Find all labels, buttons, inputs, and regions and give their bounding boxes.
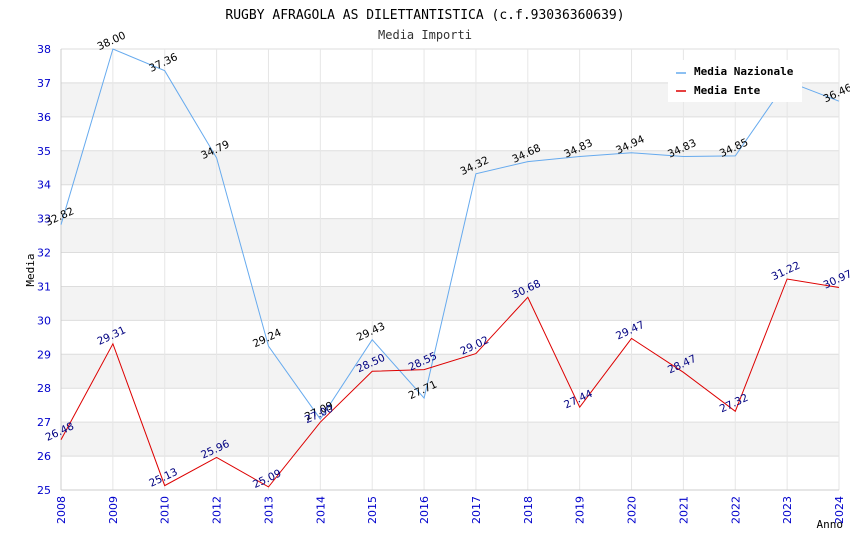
series-line-0 — [60, 48, 840, 420]
series-line-1 — [60, 278, 840, 488]
data-label-1: 29.31 — [95, 324, 127, 348]
y-tick-label: 38 — [37, 43, 51, 56]
data-label-0: 37.36 — [147, 51, 180, 75]
x-tick-label: 2012 — [211, 496, 224, 524]
y-tick-label: 25 — [37, 484, 51, 497]
x-tick-label: 2015 — [366, 496, 379, 524]
series-layer — [60, 48, 840, 488]
y-tick-label: 33 — [37, 213, 51, 226]
data-label-1: 27.32 — [718, 392, 750, 416]
grid-band — [61, 422, 839, 457]
data-label-0: 29.43 — [355, 320, 387, 344]
y-tick-label: 28 — [37, 382, 51, 395]
legend-label-ente: Media Ente — [694, 84, 761, 97]
x-tick-label: 2013 — [262, 496, 275, 524]
y-tick-label: 34 — [37, 179, 51, 192]
x-tick-label: 2024 — [833, 496, 846, 524]
y-tick-label: 26 — [37, 450, 51, 463]
x-tick-label: 2014 — [314, 496, 327, 524]
x-tick-label: 2018 — [522, 496, 535, 524]
x-tick-label: 2008 — [55, 496, 68, 524]
data-label-1: 25.13 — [147, 466, 179, 490]
grid-band — [61, 286, 839, 321]
x-tick-label: 2019 — [574, 496, 587, 524]
x-tick-label: 2022 — [729, 496, 742, 524]
y-tick-label: 27 — [37, 416, 51, 429]
chart-title: RUGBY AFRAGOLA AS DILETTANTISTICA (c.f.9… — [225, 8, 624, 23]
y-tick-label: 31 — [37, 280, 51, 293]
legend-label-nazionale: Media Nazionale — [694, 65, 794, 78]
x-tick-label: 2016 — [418, 496, 431, 524]
x-tick-label: 2010 — [159, 496, 172, 524]
y-tick-label: 36 — [37, 111, 51, 124]
data-label-1: 29.47 — [614, 319, 646, 343]
grid-band — [61, 354, 839, 389]
x-tick-label: 2017 — [470, 496, 483, 524]
data-label-1: 31.22 — [770, 259, 802, 283]
x-tick-label: 2020 — [626, 496, 639, 524]
data-label-0: 29.24 — [251, 327, 284, 351]
x-tick-label: 2023 — [781, 496, 794, 524]
axes: 25 26 27 28 29 30 31 32 33 34 35 36 37 38 2008 2009 2010… — [37, 43, 846, 524]
y-tick-label: 37 — [37, 77, 51, 90]
legend: Media Nazionale Media Ente — [668, 60, 802, 102]
y-tick-label: 32 — [37, 247, 51, 260]
data-label-0: 38.00 — [95, 29, 127, 53]
data-label-1: 27.44 — [562, 388, 595, 412]
y-axis-label: Media — [24, 253, 37, 286]
y-tick-label: 29 — [37, 348, 51, 361]
y-tick-label: 30 — [37, 314, 51, 327]
x-tick-label: 2021 — [677, 496, 690, 524]
x-axis-label: Anno — [817, 518, 844, 531]
x-tick-label: 2009 — [107, 496, 120, 524]
data-label-1: 25.09 — [251, 467, 283, 491]
y-tick-label: 35 — [37, 145, 51, 158]
grid-band — [61, 218, 839, 253]
grid-bands — [61, 82, 839, 457]
legend-box — [668, 60, 802, 102]
chart-subtitle: Media Importi — [378, 28, 472, 42]
